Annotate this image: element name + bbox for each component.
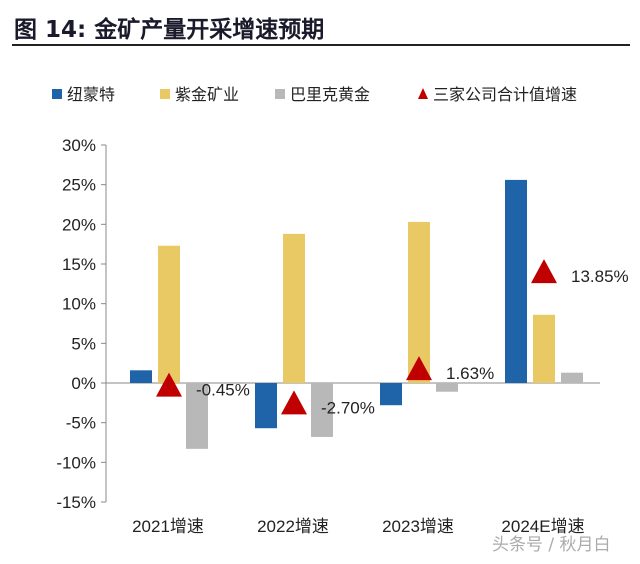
legend-label: 纽蒙特	[67, 85, 115, 104]
bar-3	[311, 383, 333, 437]
y-tick-label: -15%	[56, 493, 96, 512]
bar-1	[255, 383, 277, 429]
bar-3	[436, 383, 458, 392]
y-tick-label: 0%	[71, 374, 96, 393]
x-tick-label: 2022增速	[257, 517, 329, 536]
total-growth-marker	[156, 372, 182, 397]
y-tick-label: 15%	[62, 255, 96, 274]
legend-swatch	[160, 89, 170, 99]
bar-2	[533, 314, 555, 383]
legend-label: 巴里克黄金	[290, 85, 370, 104]
total-growth-marker	[406, 356, 432, 381]
x-tick-label: 2021增速	[132, 517, 204, 536]
chart-title: 图 14: 金矿产量开采增速预期	[14, 17, 325, 43]
bar-2	[283, 233, 305, 383]
data-label: 1.63%	[446, 364, 494, 383]
bar-2	[158, 245, 180, 383]
legend-label: 三家公司合计值增速	[433, 85, 577, 104]
legend-triangle-icon	[418, 88, 428, 99]
x-tick-label: 2023增速	[382, 517, 454, 536]
title-divider	[12, 44, 630, 46]
bar-3	[561, 372, 583, 383]
total-growth-marker	[281, 390, 307, 415]
bar-2	[408, 221, 430, 383]
data-label: -2.70%	[321, 398, 375, 417]
y-tick-label: 30%	[62, 136, 96, 155]
bar-1	[380, 383, 402, 406]
y-tick-label: 20%	[62, 215, 96, 234]
total-growth-marker	[531, 259, 557, 284]
bar-3	[186, 383, 208, 449]
data-label: 13.85%	[571, 267, 629, 286]
data-label: -0.45%	[196, 381, 250, 400]
legend-swatch	[52, 89, 62, 99]
y-tick-label: -10%	[56, 453, 96, 472]
y-tick-label: -5%	[66, 414, 96, 433]
legend-swatch	[275, 89, 285, 99]
legend-label: 紫金矿业	[175, 85, 239, 104]
bar-1	[505, 179, 527, 383]
bar-1	[130, 370, 152, 383]
y-tick-label: 10%	[62, 295, 96, 314]
y-tick-label: 5%	[71, 334, 96, 353]
watermark: 头条号 / 秋月白	[492, 535, 611, 555]
y-tick-label: 25%	[62, 176, 96, 195]
x-tick-label: 2024E增速	[501, 517, 584, 536]
